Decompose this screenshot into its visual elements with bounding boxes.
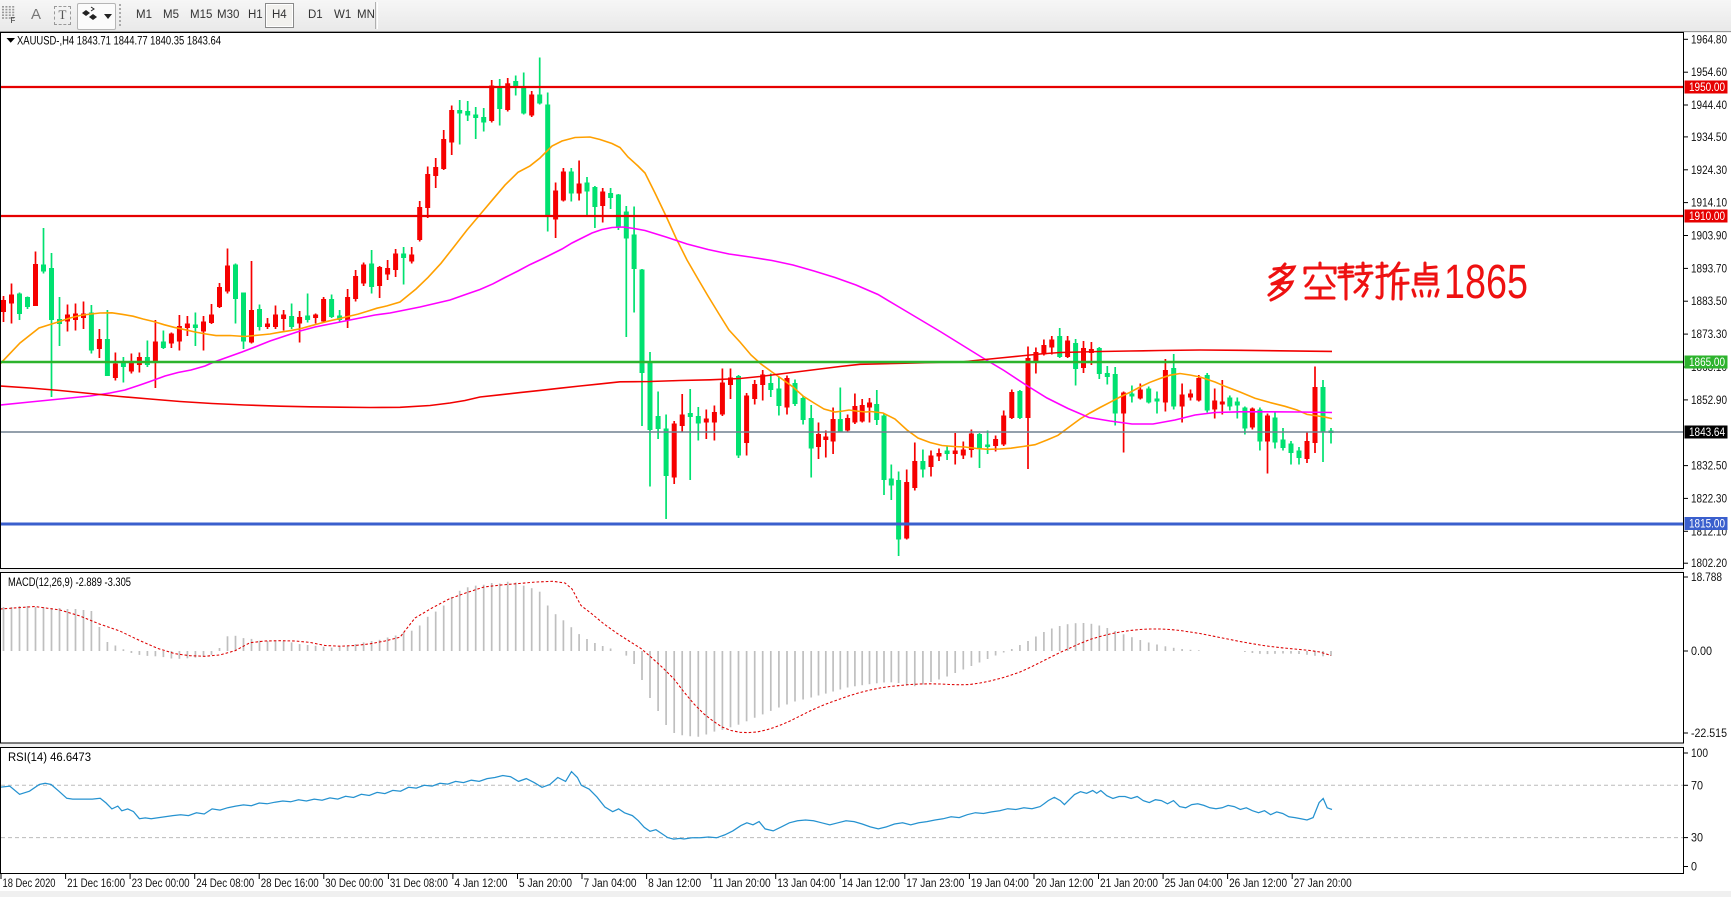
svg-text:20 Jan 12:00: 20 Jan 12:00 (1036, 878, 1094, 890)
svg-text:1873.30: 1873.30 (1691, 329, 1727, 341)
svg-text:1815.00: 1815.00 (1689, 519, 1725, 531)
svg-text:-22.515: -22.515 (1691, 728, 1727, 740)
svg-text:5 Jan 20:00: 5 Jan 20:00 (519, 878, 572, 890)
svg-text:RSI(14) 46.6473: RSI(14) 46.6473 (8, 752, 91, 764)
svg-text:1802.20: 1802.20 (1691, 558, 1727, 570)
svg-text:1852.90: 1852.90 (1691, 395, 1727, 407)
svg-text:19 Jan 04:00: 19 Jan 04:00 (971, 878, 1029, 890)
svg-text:100: 100 (1691, 748, 1708, 760)
svg-text:30: 30 (1691, 833, 1703, 845)
svg-text:8 Jan 12:00: 8 Jan 12:00 (648, 878, 701, 890)
svg-text:1910.00: 1910.00 (1689, 211, 1725, 223)
svg-text:11 Jan 20:00: 11 Jan 20:00 (713, 878, 771, 890)
svg-text:17 Jan 23:00: 17 Jan 23:00 (906, 878, 964, 890)
svg-text:24 Dec 08:00: 24 Dec 08:00 (196, 878, 254, 890)
svg-text:1934.50: 1934.50 (1691, 132, 1727, 144)
svg-text:0: 0 (1691, 862, 1697, 874)
svg-text:1893.70: 1893.70 (1691, 263, 1727, 275)
svg-text:1950.00: 1950.00 (1689, 82, 1725, 94)
svg-text:0.00: 0.00 (1691, 646, 1712, 658)
svg-text:13 Jan 04:00: 13 Jan 04:00 (777, 878, 835, 890)
svg-text:1822.30: 1822.30 (1691, 493, 1727, 505)
svg-text:1903.90: 1903.90 (1691, 231, 1727, 243)
svg-text:1883.50: 1883.50 (1691, 296, 1727, 308)
svg-text:1832.50: 1832.50 (1691, 461, 1727, 473)
svg-text:4 Jan 12:00: 4 Jan 12:00 (454, 878, 507, 890)
svg-text:14 Jan 12:00: 14 Jan 12:00 (842, 878, 900, 890)
svg-text:MACD(12,26,9) -2.889 -3.305: MACD(12,26,9) -2.889 -3.305 (8, 577, 131, 589)
svg-text:7 Jan 04:00: 7 Jan 04:00 (584, 878, 637, 890)
svg-text:1865: 1865 (1444, 256, 1528, 309)
svg-text:21 Dec 16:00: 21 Dec 16:00 (67, 878, 125, 890)
svg-text:XAUUSD-,H4 1843.71 1844.77 18: XAUUSD-,H4 1843.71 1844.77 1840.35 1843.… (17, 36, 221, 48)
svg-text:21 Jan 20:00: 21 Jan 20:00 (1100, 878, 1158, 890)
svg-text:1865.00: 1865.00 (1689, 357, 1725, 369)
svg-text:1964.80: 1964.80 (1691, 34, 1727, 46)
svg-text:18 Dec 2020: 18 Dec 2020 (3, 878, 56, 890)
svg-text:30 Dec 00:00: 30 Dec 00:00 (325, 878, 383, 890)
svg-text:1944.40: 1944.40 (1691, 100, 1727, 112)
svg-text:25 Jan 04:00: 25 Jan 04:00 (1165, 878, 1223, 890)
svg-text:1843.64: 1843.64 (1689, 427, 1726, 439)
svg-text:18.788: 18.788 (1691, 572, 1722, 584)
svg-text:27 Jan 20:00: 27 Jan 20:00 (1294, 878, 1352, 890)
svg-text:1914.10: 1914.10 (1691, 198, 1727, 210)
svg-text:26 Jan 12:00: 26 Jan 12:00 (1229, 878, 1287, 890)
svg-text:F: F (11, 16, 16, 24)
svg-text:1924.30: 1924.30 (1691, 165, 1727, 177)
svg-text:70: 70 (1691, 780, 1703, 792)
svg-text:1954.60: 1954.60 (1691, 67, 1727, 79)
svg-text:23 Dec 00:00: 23 Dec 00:00 (132, 878, 190, 890)
svg-text:31 Dec 08:00: 31 Dec 08:00 (390, 878, 448, 890)
svg-text:28 Dec 16:00: 28 Dec 16:00 (261, 878, 319, 890)
